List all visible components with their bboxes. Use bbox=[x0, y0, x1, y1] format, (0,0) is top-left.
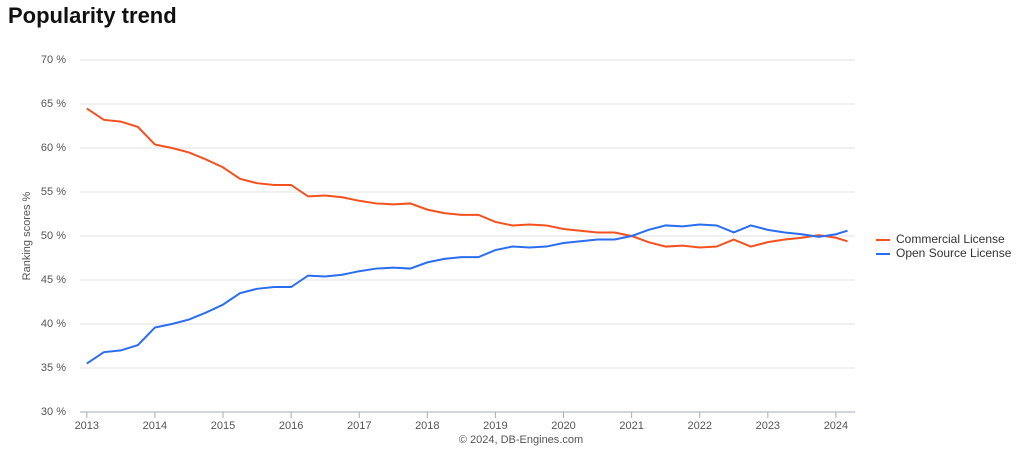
x-tick-label: 2024 bbox=[824, 420, 848, 432]
y-tick-label: 35 % bbox=[41, 362, 66, 374]
credit: © 2024, DB-Engines.com bbox=[459, 434, 583, 446]
y-tick-label: 70 % bbox=[41, 54, 66, 66]
legend-label: Commercial License bbox=[896, 232, 1005, 246]
legend-label: Open Source License bbox=[896, 246, 1012, 260]
y-tick-label: 50 % bbox=[41, 230, 66, 242]
x-tick-label: 2017 bbox=[347, 420, 371, 432]
series-line bbox=[86, 223, 848, 365]
y-tick-label: 40 % bbox=[41, 318, 66, 330]
y-tick-label: 60 % bbox=[41, 142, 66, 154]
x-tick-label: 2022 bbox=[687, 420, 711, 432]
x-tick-label: 2014 bbox=[143, 420, 167, 432]
y-axis-label: Ranking scores % bbox=[21, 191, 33, 280]
y-tick-label: 45 % bbox=[41, 274, 66, 286]
x-tick-label: 2020 bbox=[551, 420, 575, 432]
y-tick-label: 30 % bbox=[41, 406, 66, 418]
x-tick-label: 2023 bbox=[756, 420, 780, 432]
y-tick-label: 65 % bbox=[41, 98, 66, 110]
y-tick-label: 55 % bbox=[41, 186, 66, 198]
x-tick-label: 2021 bbox=[619, 420, 643, 432]
x-tick-label: 2016 bbox=[279, 420, 303, 432]
x-tick-label: 2015 bbox=[211, 420, 235, 432]
x-tick-label: 2018 bbox=[415, 420, 439, 432]
chart-title: Popularity trend bbox=[8, 3, 177, 28]
series-line bbox=[86, 107, 848, 249]
x-tick-label: 2013 bbox=[75, 420, 99, 432]
x-tick-label: 2019 bbox=[483, 420, 507, 432]
